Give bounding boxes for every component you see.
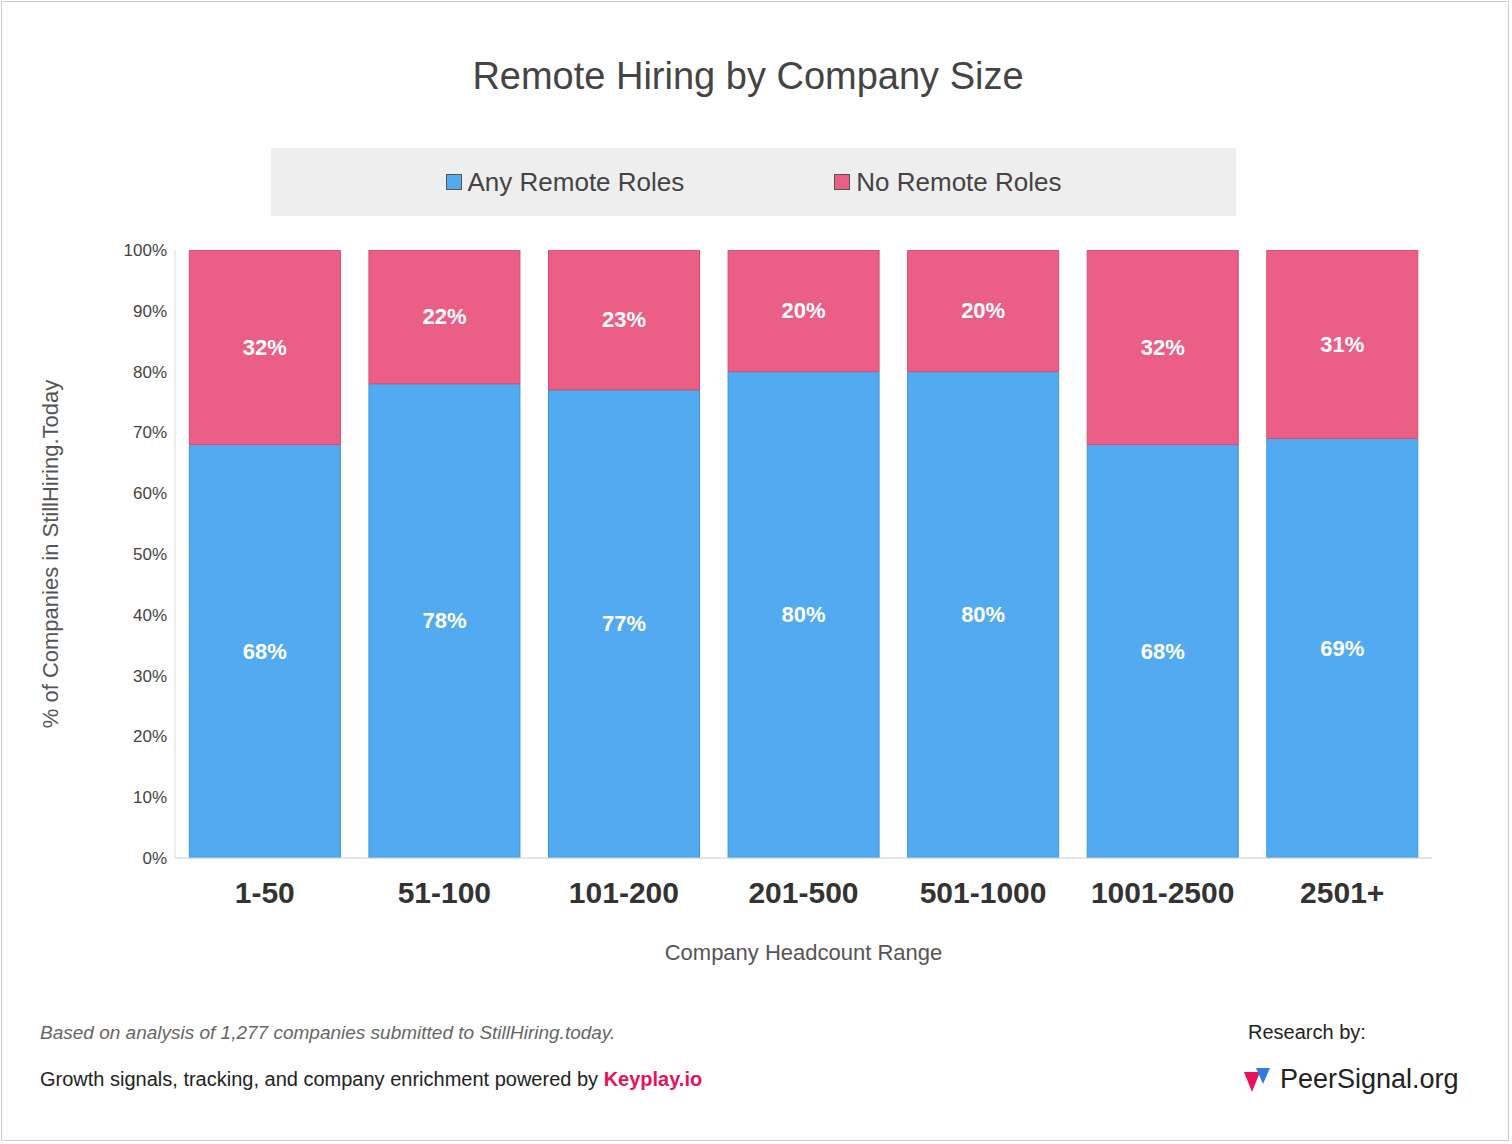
svg-text:80%: 80% xyxy=(782,602,826,627)
svg-text:90%: 90% xyxy=(133,302,167,321)
svg-text:80%: 80% xyxy=(133,363,167,382)
svg-text:2501+: 2501+ xyxy=(1300,876,1384,909)
svg-text:32%: 32% xyxy=(1141,335,1185,360)
svg-text:23%: 23% xyxy=(602,307,646,332)
svg-text:60%: 60% xyxy=(133,484,167,503)
svg-text:40%: 40% xyxy=(133,606,167,625)
svg-text:501-1000: 501-1000 xyxy=(920,876,1047,909)
svg-text:1001-2500: 1001-2500 xyxy=(1091,876,1234,909)
html-text:PeerSignal.org: PeerSignal.org xyxy=(1280,1064,1459,1094)
svg-text:68%: 68% xyxy=(1141,639,1185,664)
svg-text:101-200: 101-200 xyxy=(569,876,679,909)
svg-text:10%: 10% xyxy=(133,788,167,807)
svg-text:0%: 0% xyxy=(142,849,167,868)
html-text:Growth signals, tracking, and: Growth signals, tracking, and company en… xyxy=(40,1068,703,1090)
svg-text:50%: 50% xyxy=(133,545,167,564)
svg-text:51-100: 51-100 xyxy=(398,876,491,909)
svg-text:69%: 69% xyxy=(1320,636,1364,661)
svg-text:30%: 30% xyxy=(133,667,167,686)
svg-text:20%: 20% xyxy=(782,298,826,323)
svg-text:31%: 31% xyxy=(1320,332,1364,357)
svg-text:1-50: 1-50 xyxy=(235,876,295,909)
svg-text:20%: 20% xyxy=(961,298,1005,323)
svg-text:Company Headcount Range: Company Headcount Range xyxy=(665,940,943,965)
svg-text:100%: 100% xyxy=(124,241,167,260)
svg-text:22%: 22% xyxy=(422,304,466,329)
html-text:No Remote Roles: No Remote Roles xyxy=(856,166,1062,197)
svg-text:70%: 70% xyxy=(133,423,167,442)
svg-text:68%: 68% xyxy=(243,639,287,664)
svg-text:20%: 20% xyxy=(133,727,167,746)
html-text:Remote Hiring by Company Size: Remote Hiring by Company Size xyxy=(472,55,1024,97)
html-text:Based on analysis of 1,277 com: Based on analysis of 1,277 companies sub… xyxy=(40,1022,616,1043)
svg-text:% of Companies in StillHiring.: % of Companies in StillHiring.Today xyxy=(38,380,63,729)
html-text:Any Remote Roles: Any Remote Roles xyxy=(467,166,685,197)
svg-text:78%: 78% xyxy=(422,608,466,633)
svg-text:80%: 80% xyxy=(961,602,1005,627)
svg-text:77%: 77% xyxy=(602,611,646,636)
svg-text:32%: 32% xyxy=(243,335,287,360)
svg-text:201-500: 201-500 xyxy=(748,876,858,909)
html-text:Research by:: Research by: xyxy=(1248,1021,1366,1043)
